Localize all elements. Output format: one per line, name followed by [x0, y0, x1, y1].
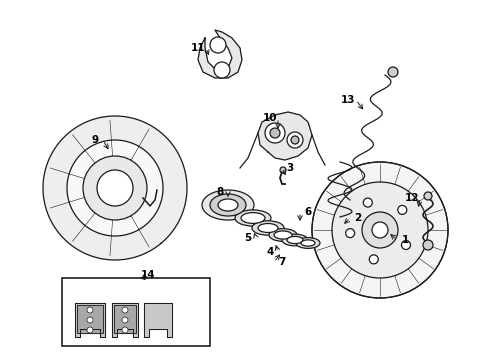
Ellipse shape: [258, 224, 278, 233]
Circle shape: [270, 128, 280, 138]
Circle shape: [312, 162, 448, 298]
Polygon shape: [144, 303, 172, 337]
Circle shape: [97, 170, 133, 206]
Text: 8: 8: [217, 187, 223, 197]
Bar: [62, 278, 210, 346]
Ellipse shape: [210, 194, 246, 216]
Text: 14: 14: [141, 270, 155, 280]
Text: 11: 11: [191, 43, 205, 53]
Circle shape: [265, 123, 285, 143]
Circle shape: [401, 240, 411, 249]
Text: 6: 6: [304, 207, 312, 217]
Ellipse shape: [274, 231, 292, 239]
Circle shape: [122, 327, 128, 333]
Ellipse shape: [241, 213, 265, 224]
Polygon shape: [112, 303, 138, 337]
Circle shape: [87, 307, 93, 313]
Ellipse shape: [202, 190, 254, 220]
Polygon shape: [75, 303, 105, 337]
Circle shape: [388, 67, 398, 77]
Polygon shape: [198, 30, 242, 78]
Circle shape: [362, 212, 398, 248]
Ellipse shape: [296, 238, 320, 248]
Circle shape: [287, 132, 303, 148]
Circle shape: [214, 62, 230, 78]
Text: 13: 13: [341, 95, 355, 105]
Polygon shape: [43, 116, 187, 260]
Text: 1: 1: [401, 235, 409, 245]
Circle shape: [345, 229, 355, 238]
Polygon shape: [114, 305, 136, 333]
Circle shape: [398, 206, 407, 215]
Circle shape: [423, 240, 433, 250]
Ellipse shape: [269, 229, 297, 241]
Text: 9: 9: [92, 135, 98, 145]
Ellipse shape: [235, 210, 271, 226]
Ellipse shape: [287, 237, 303, 244]
Circle shape: [67, 140, 163, 236]
Ellipse shape: [282, 234, 308, 246]
Circle shape: [332, 182, 428, 278]
Polygon shape: [77, 305, 103, 333]
Circle shape: [87, 317, 93, 323]
Circle shape: [291, 136, 299, 144]
Circle shape: [87, 327, 93, 333]
Circle shape: [122, 307, 128, 313]
Ellipse shape: [252, 221, 284, 235]
Text: 5: 5: [245, 233, 252, 243]
Text: 4: 4: [266, 247, 274, 257]
Circle shape: [363, 198, 372, 207]
Text: 2: 2: [354, 213, 362, 223]
Text: 12: 12: [405, 193, 419, 203]
Circle shape: [369, 255, 378, 264]
Text: 10: 10: [263, 113, 277, 123]
Circle shape: [210, 37, 226, 53]
Circle shape: [83, 156, 147, 220]
Polygon shape: [258, 112, 312, 160]
Text: 7: 7: [278, 257, 286, 267]
Circle shape: [122, 317, 128, 323]
Circle shape: [280, 167, 286, 173]
Circle shape: [424, 192, 432, 200]
Ellipse shape: [301, 240, 315, 246]
Ellipse shape: [218, 199, 238, 211]
Text: 3: 3: [286, 163, 294, 173]
Circle shape: [372, 222, 388, 238]
